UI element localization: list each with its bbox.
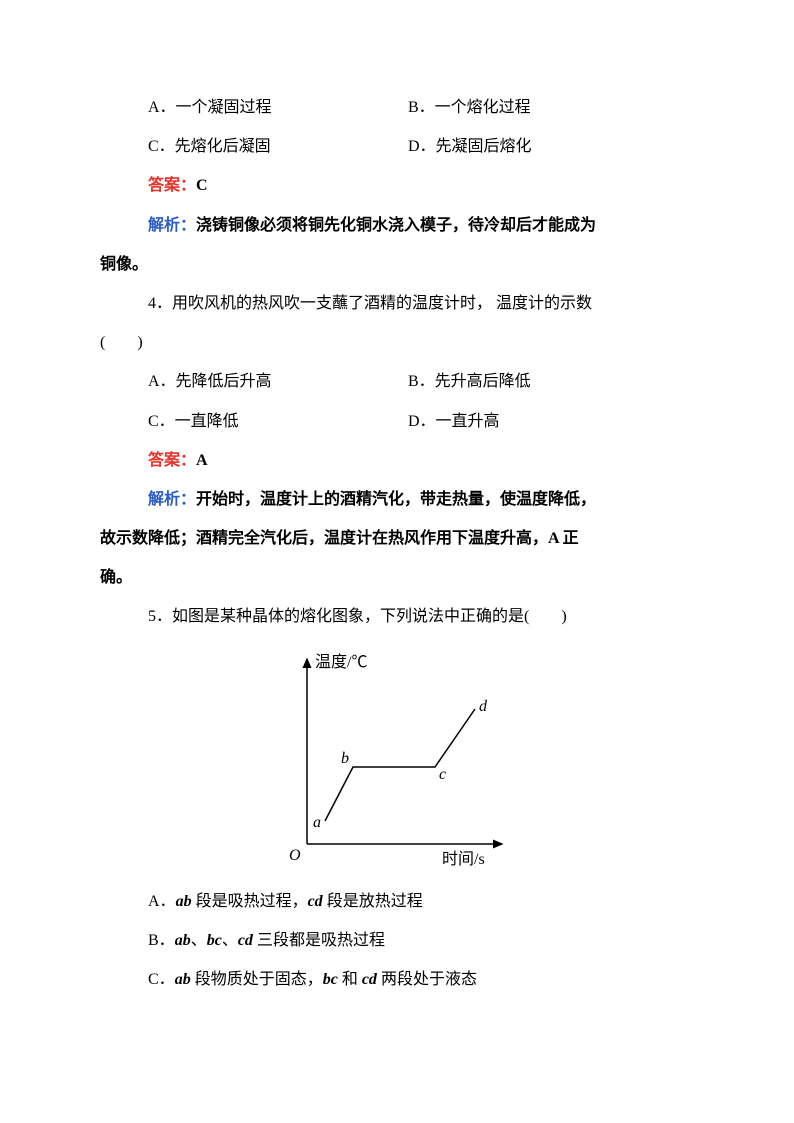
- q3-option-d: D．先凝固后熔化: [408, 129, 688, 164]
- q4-options-row1: A．先降低后升高 B．先升高后降低: [100, 364, 694, 399]
- q5-b-var3: cd: [238, 932, 253, 949]
- q5-a-var1: ab: [176, 893, 192, 910]
- q3-option-c: C．先熔化后凝固: [148, 129, 408, 164]
- q4-options-row2: C．一直降低 D．一直升高: [100, 404, 694, 439]
- q5-b-sep2: 、: [222, 932, 238, 949]
- q5-c-var2: bc: [323, 971, 338, 988]
- q5-c-var1: ab: [175, 971, 191, 988]
- q3-option-b: B．一个熔化过程: [408, 90, 688, 125]
- svg-text:d: d: [479, 698, 488, 715]
- q5-b-var2: bc: [207, 932, 222, 949]
- q4-analysis-text1: 开始时，温度计上的酒精汽化，带走热量，使温度降低，: [196, 491, 596, 508]
- q3-analysis-line1: 解析：浇铸铜像必须将铜先化铜水浇入模子，待冷却后才能成为: [100, 208, 694, 243]
- q5-c-mid2: 和: [338, 971, 362, 988]
- q5-b-sep1: 、: [191, 932, 207, 949]
- q3-analysis-text2: 铜像。: [100, 247, 694, 282]
- q4-answer: 答案：A: [100, 443, 694, 478]
- q5-a-mid: 段是吸热过程，: [192, 893, 308, 910]
- q4-stem-2: ( ): [100, 325, 694, 360]
- q4-option-d: D．一直升高: [408, 404, 688, 439]
- q3-option-a: A．一个凝固过程: [148, 90, 408, 125]
- q5-option-b: B．ab、bc、cd 三段都是吸热过程: [100, 923, 694, 958]
- q5-b-post: 三段都是吸热过程: [253, 932, 385, 949]
- q5-c-pre: C．: [148, 971, 175, 988]
- melting-curve-chart: a b c d 温度/℃ 时间/s O: [267, 649, 527, 869]
- q3-analysis-text1: 浇铸铜像必须将铜先化铜水浇入模子，待冷却后才能成为: [196, 217, 596, 234]
- q5-a-pre: A．: [148, 893, 176, 910]
- svg-text:O: O: [289, 847, 301, 864]
- q4-analysis-text3: 确。: [100, 560, 694, 595]
- q5-option-a: A．ab 段是吸热过程，cd 段是放热过程: [100, 884, 694, 919]
- q3-answer-value: C: [196, 177, 208, 194]
- svg-text:时间/s: 时间/s: [442, 850, 485, 868]
- q5-b-var1: ab: [175, 932, 191, 949]
- q4-analysis-label: 解析：: [148, 491, 196, 508]
- q5-option-c: C．ab 段物质处于固态，bc 和 cd 两段处于液态: [100, 962, 694, 997]
- svg-text:温度/℃: 温度/℃: [315, 653, 367, 671]
- q5-c-mid: 段物质处于固态，: [191, 971, 323, 988]
- q5-a-var2: cd: [308, 893, 323, 910]
- q4-answer-value: A: [196, 452, 208, 469]
- q3-answer: 答案：C: [100, 168, 694, 203]
- q5-b-pre: B．: [148, 932, 175, 949]
- q4-stem-1: 4．用吹风机的热风吹一支蘸了酒精的温度计时， 温度计的示数: [100, 286, 694, 321]
- q4-option-b: B．先升高后降低: [408, 364, 688, 399]
- q5-c-var3: cd: [362, 971, 377, 988]
- q5-chart-container: a b c d 温度/℃ 时间/s O: [100, 639, 694, 884]
- q3-options-row2: C．先熔化后凝固 D．先凝固后熔化: [100, 129, 694, 164]
- q4-option-c: C．一直降低: [148, 404, 408, 439]
- q4-analysis-line1: 解析：开始时，温度计上的酒精汽化，带走热量，使温度降低，: [100, 482, 694, 517]
- q3-options-row1: A．一个凝固过程 B．一个熔化过程: [100, 90, 694, 125]
- q4-analysis-text2: 故示数降低；酒精完全汽化后，温度计在热风作用下温度升高，A 正: [100, 521, 694, 556]
- q3-analysis-label: 解析：: [148, 217, 196, 234]
- q5-a-post: 段是放热过程: [323, 893, 423, 910]
- q4-answer-label: 答案：: [148, 452, 196, 469]
- q4-option-a: A．先降低后升高: [148, 364, 408, 399]
- q5-c-post: 两段处于液态: [377, 971, 477, 988]
- svg-text:b: b: [341, 750, 349, 767]
- svg-text:c: c: [439, 766, 446, 783]
- q5-stem: 5．如图是某种晶体的熔化图象，下列说法中正确的是( ): [100, 599, 694, 634]
- svg-text:a: a: [313, 814, 321, 831]
- q3-answer-label: 答案：: [148, 177, 196, 194]
